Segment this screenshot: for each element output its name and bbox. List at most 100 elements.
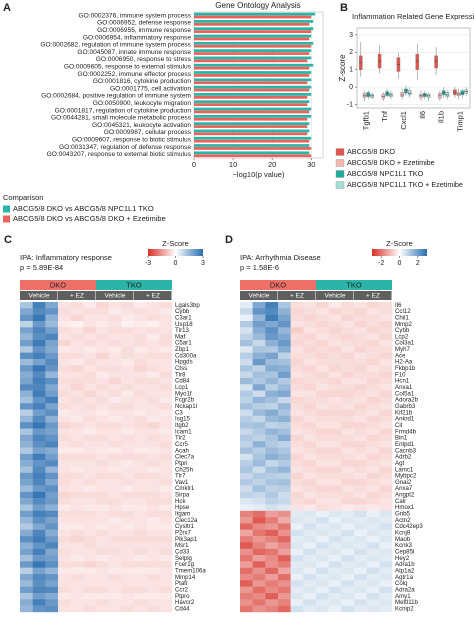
heatmap-cell bbox=[303, 593, 317, 600]
heatmap-cell bbox=[121, 358, 135, 366]
heatmap-cell bbox=[58, 460, 71, 467]
heatmap-cell bbox=[32, 523, 46, 530]
heatmap-cell bbox=[70, 390, 84, 398]
heatmap-cell bbox=[121, 460, 135, 467]
heatmap-cell bbox=[146, 504, 160, 511]
row-label: Msr1 bbox=[175, 542, 189, 549]
heatmap-cell bbox=[278, 352, 291, 360]
heatmap-cell bbox=[159, 403, 173, 410]
heatmap-cell bbox=[20, 365, 33, 372]
heatmap-cell bbox=[316, 536, 329, 543]
heatmap-cell bbox=[159, 447, 173, 455]
heatmap-cell bbox=[278, 428, 291, 436]
heatmap-cell bbox=[240, 529, 253, 537]
heatmap-cell bbox=[20, 327, 33, 334]
panel-label: B bbox=[340, 2, 348, 14]
category-label: GO:0002684, positive regulation of immun… bbox=[41, 93, 191, 100]
heatmap-cell bbox=[252, 593, 266, 600]
heatmap-cell bbox=[121, 561, 135, 568]
legend-label: ABCG5/8 DKO vs ABCG5/8 DKO + Ezetimibe bbox=[13, 214, 166, 223]
heatmap-cell bbox=[70, 302, 84, 309]
heatmap-cell bbox=[303, 485, 317, 492]
heatmap-cell bbox=[70, 396, 84, 404]
heatmap-cell bbox=[134, 542, 147, 549]
heatmap-cell bbox=[379, 567, 393, 575]
heatmap-cell bbox=[341, 447, 355, 455]
heatmap-cell bbox=[20, 441, 33, 448]
heatmap-cell bbox=[252, 396, 266, 404]
heatmap-cell bbox=[108, 409, 122, 417]
heatmap-cell bbox=[290, 320, 304, 328]
heatmap-cell bbox=[58, 358, 71, 366]
heatmap-cell bbox=[290, 453, 304, 461]
heatmap-cell bbox=[328, 358, 342, 366]
heatmap-cell bbox=[20, 320, 33, 328]
heatmap-cell bbox=[341, 422, 355, 429]
heatmap-cell bbox=[265, 485, 279, 492]
heatmap-cell bbox=[96, 447, 109, 455]
heatmap-cell bbox=[341, 314, 355, 322]
heatmap-cell bbox=[265, 453, 279, 461]
heatmap-cell bbox=[379, 409, 393, 417]
heatmap-cell bbox=[341, 466, 355, 474]
heatmap-cell bbox=[290, 567, 304, 575]
heatmap-cell bbox=[83, 561, 97, 568]
y-axis-label: Z-score bbox=[338, 54, 347, 82]
heatmap-cell bbox=[278, 485, 291, 492]
category-label: GO:0006955, immune response bbox=[97, 27, 191, 34]
heatmap-cell bbox=[159, 599, 173, 606]
bar bbox=[194, 81, 308, 85]
heatmap-cell bbox=[303, 542, 317, 549]
heatmap-cell bbox=[341, 529, 355, 537]
heatmap-cell bbox=[70, 485, 84, 492]
heatmap-cell bbox=[366, 574, 380, 581]
heatmap-cell bbox=[32, 320, 46, 328]
heatmap-cell bbox=[108, 377, 122, 385]
heatmap-cell bbox=[96, 479, 109, 486]
heatmap-cell bbox=[121, 453, 135, 461]
heatmap-cell bbox=[134, 327, 147, 334]
heatmap-cell bbox=[303, 498, 317, 505]
heatmap-cell bbox=[290, 314, 304, 322]
heatmap-cell bbox=[366, 365, 380, 372]
heatmap-cell bbox=[341, 517, 355, 524]
heatmap-cell bbox=[134, 441, 147, 448]
bar bbox=[194, 44, 312, 48]
heatmap-cell bbox=[121, 472, 135, 480]
x-tick-label: 20 bbox=[268, 160, 276, 169]
heatmap-cell bbox=[121, 308, 135, 315]
heatmap-cell bbox=[83, 498, 97, 505]
heatmap-cell bbox=[290, 377, 304, 385]
row-label: F10 bbox=[395, 371, 406, 378]
heatmap-cell bbox=[70, 593, 84, 600]
heatmap-cell bbox=[45, 472, 59, 480]
heatmap-cell bbox=[265, 517, 279, 524]
heatmap-cell bbox=[278, 339, 291, 347]
box bbox=[460, 90, 465, 96]
heatmap-cell bbox=[316, 586, 329, 594]
heatmap-cell bbox=[20, 536, 33, 543]
heatmap-cell bbox=[159, 377, 173, 385]
heatmap-cell bbox=[58, 605, 71, 613]
heatmap-cell bbox=[20, 314, 33, 322]
subgroup-bar bbox=[354, 291, 392, 300]
heatmap-cell bbox=[32, 377, 46, 385]
heatmap-cell bbox=[32, 314, 46, 322]
bar bbox=[194, 122, 310, 126]
row-label: Chil1 bbox=[395, 314, 409, 321]
heatmap-cell bbox=[32, 339, 46, 347]
heatmap-cell bbox=[366, 453, 380, 461]
heatmap-cell bbox=[70, 327, 84, 334]
heatmap-cell bbox=[341, 403, 355, 410]
heatmap-cell bbox=[83, 365, 97, 372]
heatmap-cell bbox=[354, 320, 367, 328]
heatmap-cell bbox=[108, 460, 122, 467]
heatmap-cell bbox=[83, 308, 97, 315]
heatmap-cell bbox=[146, 510, 160, 518]
heatmap-cell bbox=[45, 498, 59, 505]
heatmap-cell bbox=[96, 517, 109, 524]
heatmap-cell bbox=[354, 498, 367, 505]
row-label: Zbp1 bbox=[175, 346, 190, 353]
heatmap-cell bbox=[159, 314, 173, 322]
heatmap-cell bbox=[121, 485, 135, 492]
